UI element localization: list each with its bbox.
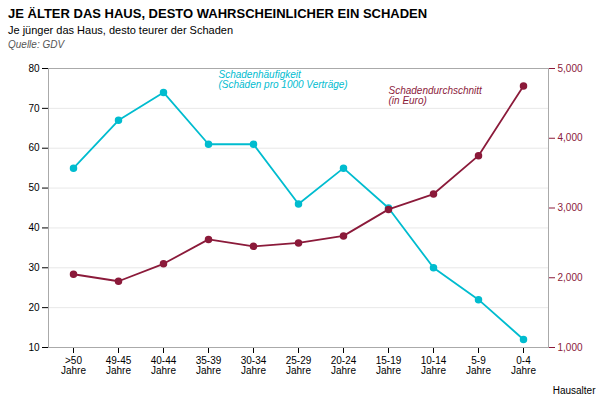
svg-text:3,000: 3,000 (558, 202, 583, 213)
svg-text:0-4Jahre: 0-4Jahre (511, 355, 536, 376)
svg-text:20: 20 (28, 302, 40, 313)
svg-text:60: 60 (28, 142, 40, 153)
svg-text:15-19Jahre: 15-19Jahre (376, 355, 402, 376)
svg-text:5-9Jahre: 5-9Jahre (466, 355, 491, 376)
svg-text:25-29Jahre: 25-29Jahre (286, 355, 312, 376)
svg-text:Hausalter: Hausalter (553, 385, 596, 396)
svg-text:30: 30 (28, 262, 40, 273)
html-text:Quelle: GDV: Quelle: GDV (8, 39, 65, 50)
html-text:JE ÄLTER DAS HAUS, DESTO WAHRS: JE ÄLTER DAS HAUS, DESTO WAHRSCHEINLICHE… (8, 6, 428, 21)
svg-text:80: 80 (28, 63, 40, 74)
svg-text:30-34Jahre: 30-34Jahre (241, 355, 267, 376)
svg-text:10: 10 (28, 342, 40, 353)
svg-text:50: 50 (28, 182, 40, 193)
svg-text:1,000: 1,000 (558, 342, 583, 353)
svg-text:5,000: 5,000 (558, 63, 583, 74)
html-text:Je jünger das Haus, desto teur: Je jünger das Haus, desto teurer der Sch… (8, 24, 233, 36)
svg-text:>50Jahre: >50Jahre (61, 355, 86, 376)
svg-text:2,000: 2,000 (558, 272, 583, 283)
svg-text:4,000: 4,000 (558, 132, 583, 143)
svg-text:40-44Jahre: 40-44Jahre (151, 355, 177, 376)
svg-text:40: 40 (28, 222, 40, 233)
svg-text:10-14Jahre: 10-14Jahre (421, 355, 447, 376)
svg-text:35-39Jahre: 35-39Jahre (196, 355, 222, 376)
svg-text:Schadenhäufigkeit(Schäden pro: Schadenhäufigkeit(Schäden pro 1000 Vertr… (219, 69, 348, 90)
svg-text:20-24Jahre: 20-24Jahre (331, 355, 357, 376)
svg-text:Schadendurchschnitt(in Euro): Schadendurchschnitt(in Euro) (389, 85, 484, 106)
svg-text:49-45Jahre: 49-45Jahre (106, 355, 132, 376)
svg-text:70: 70 (28, 103, 40, 114)
